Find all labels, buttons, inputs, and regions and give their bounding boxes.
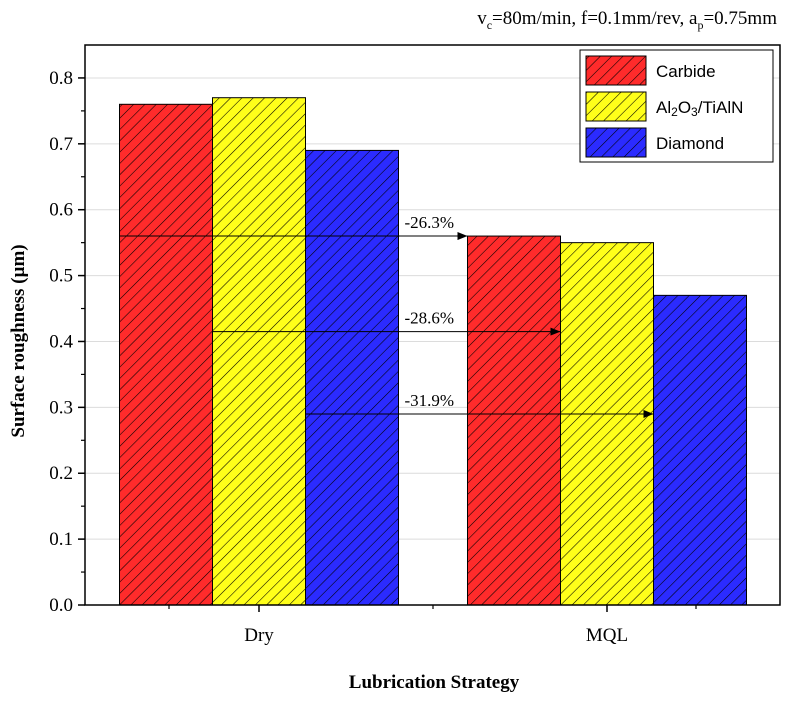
bar-dry-2 — [305, 149, 399, 606]
y-tick-label: 0.3 — [49, 397, 73, 418]
legend-label: Carbide — [656, 62, 716, 81]
reduction-arrow: -26.3% — [119, 213, 468, 241]
legend-item: Carbide — [585, 55, 716, 86]
bar-mql-2 — [653, 294, 747, 606]
y-tick-label: 0.8 — [49, 68, 73, 89]
annotations: -26.3% -28.6% -31.9% — [119, 213, 654, 418]
x-axis-label: Lubrication Strategy — [349, 672, 520, 693]
x-tick-label: MQL — [586, 625, 628, 646]
y-tick-label: 0.6 — [49, 200, 73, 221]
legend-label: Diamond — [656, 134, 724, 153]
bars — [119, 97, 747, 606]
legend-item: Al2O3/TiAlN — [585, 91, 743, 122]
bar-mql-1 — [560, 242, 654, 606]
y-tick-label: 0.0 — [49, 595, 73, 616]
y-axis: 0.0 0.1 0.2 0.3 0.4 0.5 0.6 0.7 0.8 — [49, 68, 85, 616]
x-tick-label: Dry — [244, 625, 274, 646]
legend-item: Diamond — [585, 127, 724, 158]
bar-dry-1 — [212, 97, 306, 606]
y-tick-label: 0.2 — [49, 463, 73, 484]
y-tick-label: 0.5 — [49, 266, 73, 287]
conditions-text: vc=80m/min, f=0.1mm/rev, ap=0.75mm — [477, 8, 777, 32]
y-axis-label: Surface roughness (µm) — [8, 244, 29, 437]
y-tick-label: 0.4 — [49, 331, 73, 352]
legend-label: Al2O3/TiAlN — [656, 98, 743, 119]
bar-dry-0 — [119, 103, 213, 606]
bar-mql-0 — [467, 235, 561, 606]
x-axis: Dry MQL — [168, 605, 697, 646]
reduction-arrow: -28.6% — [212, 309, 561, 336]
y-tick-label: 0.7 — [49, 134, 73, 155]
legend: Carbide Al2O3/TiAlN Diamond — [579, 49, 774, 163]
reduction-label: -26.3% — [405, 213, 455, 232]
reduction-arrow: -31.9% — [305, 391, 654, 418]
y-tick-label: 0.1 — [49, 529, 73, 550]
reduction-label: -28.6% — [405, 309, 455, 328]
reduction-label: -31.9% — [405, 391, 455, 410]
